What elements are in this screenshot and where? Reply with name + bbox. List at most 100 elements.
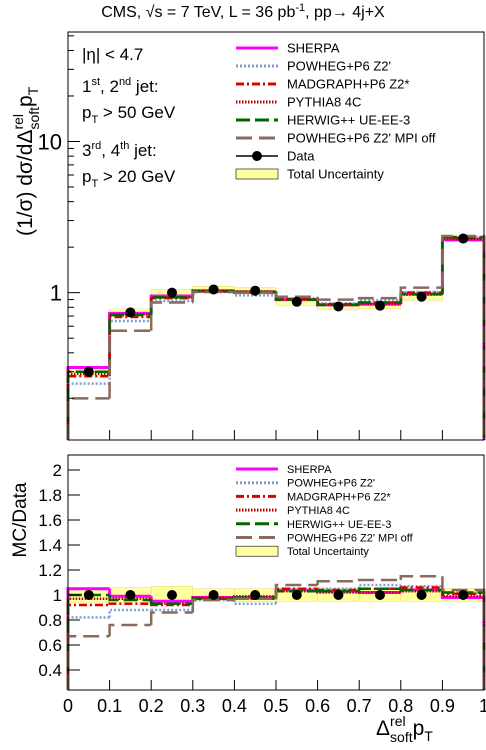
mc-step	[108, 312, 152, 374]
x-tick-label: 0.7	[347, 696, 372, 716]
mc-step	[66, 593, 110, 690]
ann-part: p	[82, 167, 91, 186]
data-point	[83, 590, 94, 600]
data-point	[125, 590, 136, 600]
mc-step	[357, 578, 401, 582]
mc-step	[441, 235, 486, 440]
mc-step	[441, 235, 486, 440]
mc-step	[66, 635, 110, 690]
chart-title: CMS, √s = 7 TeV, L = 36 pb-1, pp→ 4j+X	[101, 2, 385, 21]
mc-step	[233, 291, 276, 294]
ann-sup: rd	[91, 140, 101, 152]
legend-label: Data	[287, 149, 315, 164]
ann-part: , 2	[100, 77, 119, 96]
mc-step	[441, 586, 486, 690]
x-tick-label: 0.2	[139, 696, 164, 716]
y-axis-label: (1/σ) dσ/dΔrelsoftpT	[10, 86, 42, 236]
label-sub: soft	[26, 107, 42, 130]
ann-sup: th	[120, 140, 129, 152]
legend-swatch	[252, 151, 262, 161]
legend-label: POWHEG+P6 Z2'	[287, 59, 391, 74]
mc-step	[399, 588, 443, 592]
label-part: Δ	[376, 717, 390, 740]
ann-part: > 20 GeV	[98, 167, 176, 186]
data-point	[83, 366, 94, 377]
label-part: p	[413, 717, 425, 740]
mc-step	[441, 591, 486, 690]
y-tick-label: 1	[53, 586, 62, 605]
legend-swatch	[235, 168, 279, 180]
mc-step	[441, 236, 486, 440]
mc-step	[149, 600, 193, 605]
legend-label: SHERPA	[287, 41, 340, 56]
data-point	[250, 285, 261, 296]
mc-step	[399, 586, 443, 589]
legend-label: POWHEG+P6 Z2'	[287, 478, 375, 490]
title-sup: -1	[295, 2, 305, 14]
label-sub: T	[424, 728, 433, 744]
ann-sub: T	[91, 114, 98, 126]
mc-step	[149, 299, 193, 321]
y-tick-label: 1.4	[38, 536, 62, 555]
legend-label: Total Uncertainty	[287, 546, 369, 558]
y-tick-label: 1.8	[38, 486, 62, 505]
mc-step	[108, 595, 152, 602]
legend-label: PYTHIA8 4C	[287, 95, 361, 110]
data-point	[333, 301, 344, 312]
mc-step	[399, 286, 443, 299]
mc-step	[316, 580, 360, 585]
legend-label: PYTHIA8 4C	[287, 505, 350, 517]
mc-step	[399, 575, 443, 580]
x-tick-label: 1	[479, 696, 486, 716]
legend-label: Total Uncertainty	[287, 167, 384, 182]
x-tick-label: 0.6	[305, 696, 330, 716]
label-sub: soft	[390, 729, 413, 745]
x-tick-label: 0.5	[263, 696, 288, 716]
annotation: |η| < 4.7	[82, 45, 143, 64]
ann-part: , 4	[101, 141, 120, 160]
mc-step	[66, 397, 110, 440]
data-point	[375, 590, 385, 600]
annotation: pT > 50 GeV	[82, 103, 176, 126]
mc-step	[441, 237, 486, 440]
legend-label: MADGRAPH+P6 Z2*	[287, 491, 391, 503]
mc-step	[399, 585, 443, 588]
data-point	[416, 590, 427, 600]
legend-label: SHERPA	[287, 464, 332, 476]
label-sub: T	[25, 86, 41, 95]
x-tick-label: 0.1	[97, 696, 122, 716]
y-tick-label: 0.8	[38, 611, 62, 630]
mc-step	[66, 597, 110, 690]
x-tick-label: 0.3	[180, 696, 205, 716]
data-point	[250, 590, 261, 600]
legend-label: POWHEG+P6 Z2' MPI off	[287, 131, 436, 146]
ann-part: jet:	[129, 141, 156, 160]
mc-step	[149, 611, 193, 625]
data-point	[458, 590, 469, 600]
data-point	[208, 590, 219, 600]
y-tick-label: 10	[38, 129, 62, 154]
annotation: 3rd, 4th jet:	[82, 140, 157, 160]
y-tick-label: 1	[50, 281, 62, 306]
data-point	[375, 300, 385, 311]
ann-part: 1	[82, 77, 91, 96]
mc-step	[108, 313, 152, 372]
y-axis-label: MC/Data	[10, 482, 31, 557]
frame	[67, 454, 485, 691]
mc-step	[108, 623, 152, 637]
annotation: 1st, 2nd jet:	[82, 76, 159, 96]
data-point	[291, 590, 302, 600]
data-point	[333, 590, 344, 600]
mc-step	[108, 602, 152, 605]
y-tick-label: 2	[53, 461, 62, 480]
title-part: CMS, √s = 7 TeV, L = 36 pb	[101, 4, 295, 21]
mc-step	[66, 365, 110, 440]
mc-step	[316, 588, 360, 592]
mc-step	[66, 370, 110, 440]
mc-step	[440, 238, 486, 440]
mc-step	[191, 598, 235, 613]
y-tick-label: 1.6	[38, 511, 62, 530]
mc-step	[108, 329, 152, 399]
data-point	[208, 284, 219, 295]
